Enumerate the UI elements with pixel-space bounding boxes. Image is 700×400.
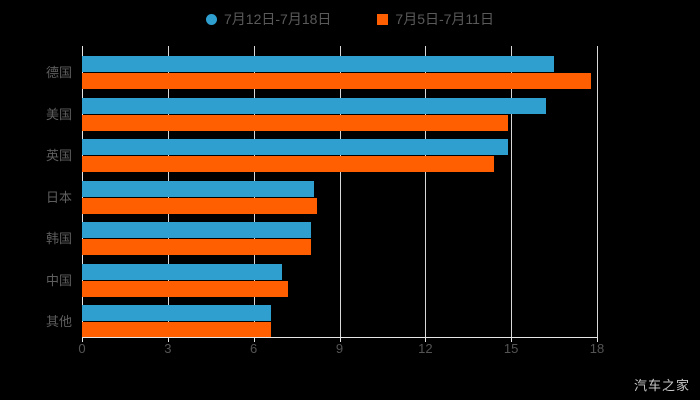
x-tick-mark-3: [167, 337, 169, 342]
y-axis-label-其他: 其他: [45, 314, 72, 330]
bar-德国-series-2[interactable]: [82, 73, 592, 89]
bar-中国-series-1[interactable]: [82, 263, 283, 280]
bar-英国-series-2[interactable]: [82, 156, 494, 173]
bar-美国-series-2[interactable]: [82, 114, 509, 131]
bar-日本-series-2[interactable]: [82, 197, 317, 214]
gridline-18: [597, 46, 598, 337]
chart-legend: 7月12日-7月18日 7月5日-7月11日: [0, 6, 700, 32]
x-tick-label-12: 12: [418, 341, 433, 356]
bar-其他-series-2[interactable]: [82, 322, 271, 339]
watermark: 汽车之家: [633, 378, 690, 393]
legend-label-series-a: 7月12日-7月18日: [224, 11, 332, 27]
legend-circle-marker-icon: [206, 13, 218, 25]
bar-德国-series-1[interactable]: [82, 56, 555, 72]
gridline-12: [425, 46, 427, 337]
x-tick-label-6: 6: [250, 341, 258, 356]
plot-area: [82, 46, 598, 339]
x-tick-label-9: 9: [335, 341, 344, 356]
bar-日本-series-1[interactable]: [82, 180, 314, 197]
y-axis-label-德国: 德国: [45, 65, 72, 80]
bar-中国-series-2[interactable]: [82, 280, 288, 297]
gridline-9: [339, 46, 341, 337]
x-tick-mark-12: [425, 337, 427, 342]
bar-英国-series-1[interactable]: [82, 139, 509, 156]
bar-美国-series-1[interactable]: [82, 97, 546, 114]
x-tick-label-3: 3: [164, 341, 172, 356]
x-tick-mark-18: [597, 337, 598, 342]
x-tick-label-15: 15: [503, 341, 519, 356]
y-axis-label-中国: 中国: [45, 272, 72, 288]
bar-其他-series-1[interactable]: [82, 305, 271, 322]
bar-韩国-series-2[interactable]: [82, 239, 311, 256]
x-tick-label-18: 18: [589, 341, 605, 356]
legend-square-marker-icon: [377, 13, 389, 25]
y-axis-label-英国: 英国: [45, 148, 72, 164]
x-tick-mark-6: [253, 337, 255, 342]
x-tick-mark-0: [82, 337, 83, 342]
legend-item-series-b[interactable]: 7月5日-7月11日: [377, 12, 494, 26]
bar-韩国-series-1[interactable]: [82, 222, 311, 239]
bars-layer: [82, 46, 597, 339]
y-axis-label-美国: 美国: [45, 106, 72, 122]
y-axis-label-日本: 日本: [45, 189, 72, 205]
y-axis-label-韩国: 韩国: [45, 231, 72, 247]
y-axis-category-labels: 德国美国英国日本韩国中国其他: [0, 46, 72, 337]
gridline-15: [511, 46, 513, 337]
x-tick-mark-15: [511, 337, 513, 342]
x-tick-label-0: 0: [78, 341, 86, 356]
legend-label-series-b: 7月5日-7月11日: [395, 11, 494, 27]
x-tick-mark-9: [339, 337, 341, 342]
legend-item-series-a[interactable]: 7月12日-7月18日: [206, 12, 331, 26]
